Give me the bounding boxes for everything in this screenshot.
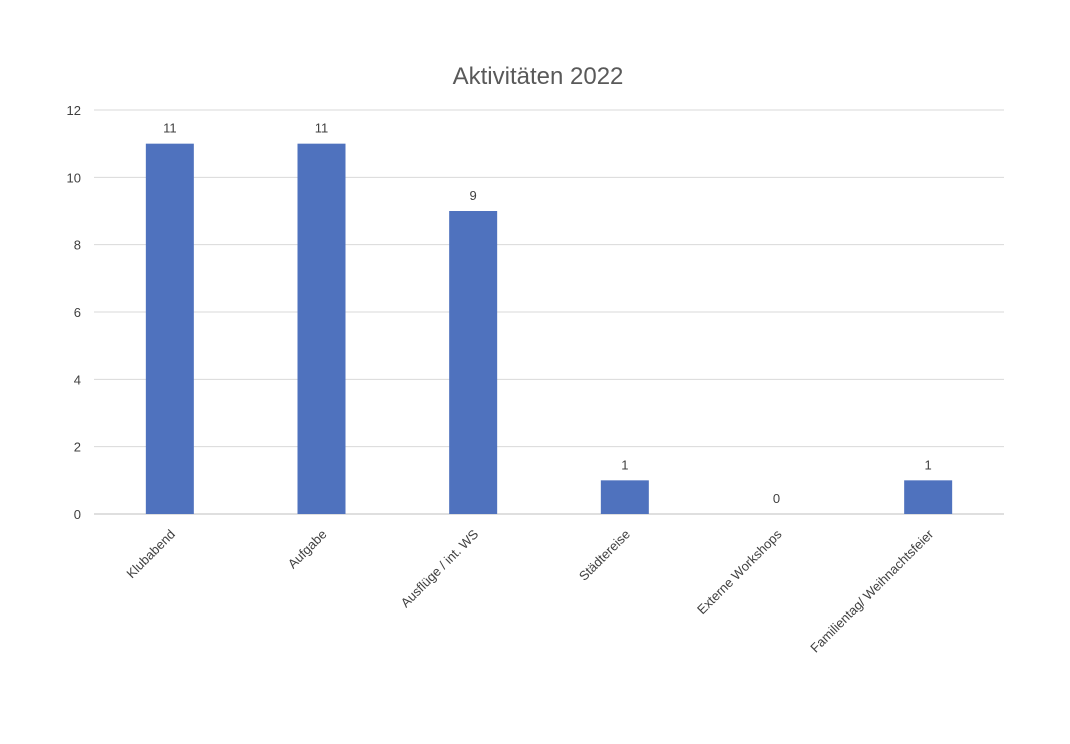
bar [145, 143, 194, 514]
gridlines [94, 109, 1004, 515]
y-tick-label: 8 [74, 238, 81, 253]
x-axis-ticks: Klubabend Aufgabe Ausflüge / int. WS Städte… [123, 526, 936, 655]
chart-title: Aktivitäten 2022 [453, 63, 624, 90]
x-tick-label: Ausflüge / int. WS [398, 526, 482, 610]
y-tick-label: 4 [74, 372, 81, 387]
bar [600, 480, 649, 514]
bar [297, 143, 346, 514]
y-tick-label: 12 [67, 103, 81, 118]
bars [145, 143, 953, 514]
data-labels: 11 11 9 1 0 1 [163, 121, 932, 506]
x-tick-label: Klubabend [123, 527, 178, 582]
data-label: 11 [315, 121, 329, 136]
data-label: 0 [773, 491, 780, 506]
y-tick-label: 0 [74, 507, 81, 522]
x-tick-label: Städtereise [576, 527, 633, 584]
x-tick-label: Familientag/ Weihnachtsfeier [807, 526, 936, 655]
y-tick-label: 2 [74, 440, 81, 455]
x-tick-label: Externe Workshops [694, 526, 785, 617]
data-label: 1 [925, 457, 932, 472]
bar [904, 480, 953, 514]
y-tick-label: 6 [74, 305, 81, 320]
data-label: 11 [163, 121, 177, 136]
x-tick-label: Aufgabe [285, 527, 330, 572]
y-axis-ticks: 0 2 4 6 8 10 12 [67, 103, 81, 522]
y-tick-label: 10 [67, 170, 81, 185]
data-label: 1 [621, 457, 628, 472]
bar [449, 211, 498, 514]
data-label: 9 [470, 188, 477, 203]
